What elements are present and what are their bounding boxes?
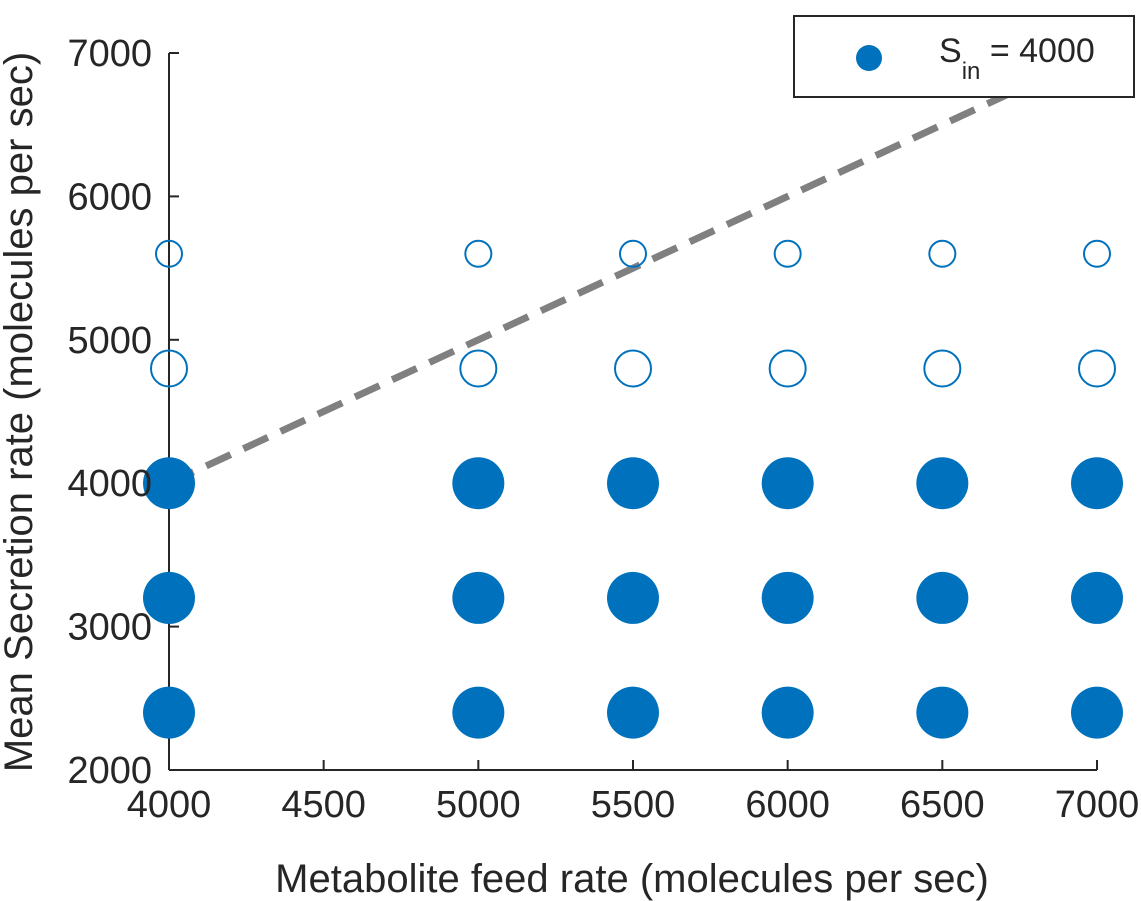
- y-tick-label: 3000: [67, 607, 152, 649]
- data-point-hollow: [1078, 349, 1116, 388]
- data-point-hollow: [464, 239, 493, 268]
- x-tick-label: 7000: [1055, 784, 1140, 826]
- data-point-hollow: [150, 349, 188, 388]
- y-tick-label: 5000: [67, 320, 152, 362]
- y-tick-label: 2000: [67, 750, 152, 792]
- legend-sub: in: [962, 58, 981, 85]
- data-point-filled: [916, 571, 969, 624]
- data-point-filled: [607, 571, 659, 624]
- legend: Sin = 4000: [793, 15, 1135, 98]
- data-point-filled: [1071, 457, 1123, 510]
- data-point-filled: [452, 457, 505, 510]
- legend-entry: Sin = 4000: [939, 32, 1095, 85]
- x-tick-label: 4500: [281, 784, 366, 826]
- x-axis-label: Metabolite feed rate (molecules per sec): [275, 857, 989, 901]
- legend-base: S: [939, 32, 962, 70]
- data-point-hollow: [773, 239, 802, 268]
- data-point-filled: [607, 686, 659, 739]
- data-point-hollow: [614, 349, 652, 388]
- data-point-hollow: [923, 349, 962, 388]
- data-point-filled: [1071, 686, 1123, 739]
- data-point-filled: [761, 571, 814, 624]
- y-tick-label: 4000: [67, 463, 152, 505]
- legend-rest: = 4000: [980, 32, 1094, 70]
- data-point-filled: [1071, 571, 1123, 624]
- axes: [168, 52, 1098, 771]
- data-point-filled: [143, 457, 195, 510]
- y-tick-label: 6000: [67, 176, 152, 218]
- data-point-hollow: [155, 239, 183, 268]
- data-point-filled: [761, 686, 814, 739]
- x-tick-label: 6500: [900, 784, 985, 826]
- data-point-filled: [916, 457, 969, 510]
- data-point-filled: [607, 457, 659, 510]
- data-point-hollow: [1083, 239, 1111, 268]
- data-point-hollow: [928, 239, 957, 268]
- data-point-filled: [143, 686, 195, 739]
- data-point-filled: [916, 686, 969, 739]
- x-tick-label: 5500: [591, 784, 676, 826]
- y-axis-label: Mean Secretion rate (molecules per sec): [0, 52, 41, 772]
- reference-line-path: [167, 49, 1099, 487]
- y-tick-label: 7000: [67, 33, 152, 75]
- legend-box: [793, 15, 1135, 98]
- data-point-filled: [452, 571, 505, 624]
- x-tick-label: 4000: [127, 784, 212, 826]
- data-point-hollow: [768, 349, 807, 388]
- data-point-hollow: [619, 239, 647, 268]
- data-point-filled: [761, 457, 814, 510]
- legend-marker: [856, 45, 882, 71]
- data-point-hollow: [459, 349, 498, 388]
- data-point-filled: [452, 686, 505, 739]
- tick-labels: 4000 4500 5000 5500 6000 6500 7000 2000 3000 4000…: [67, 33, 1139, 826]
- x-tick-label: 6000: [745, 784, 830, 826]
- x-tick-label: 5000: [436, 784, 521, 826]
- data-points: [143, 239, 1123, 739]
- reference-line: [167, 49, 1099, 487]
- data-point-filled: [143, 571, 195, 624]
